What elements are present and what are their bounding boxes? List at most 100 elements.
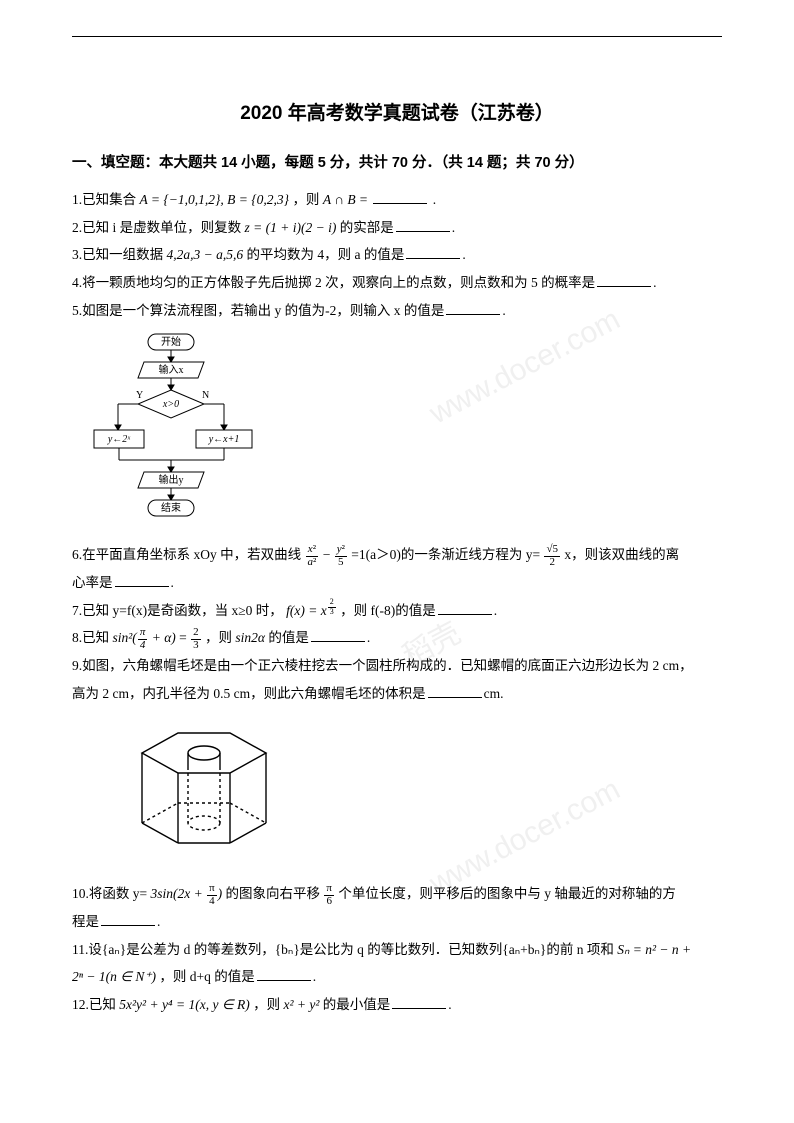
flow-left: y←2ˣ [107,434,131,445]
question-8: 8.已知 sin²(π4 + α) = 23 ，则 sin2α 的值是. [72,624,722,652]
question-11-cont: 2ⁿ − 1(n ∈ N⁺) ，则 d+q 的值是. [72,963,722,991]
q7-text-b: ，则 f(-8)的值是 [337,603,436,618]
q3-text-c: . [462,247,465,262]
q9-text-a: 9.如图，六角螺帽毛坯是由一个正六棱柱挖去一个圆柱所构成的．已知螺帽的底面正六边… [72,658,693,673]
q11-math2: 2ⁿ − 1(n ∈ N⁺) [72,969,156,984]
q5-text-a: 5.如图是一个算法流程图，若输出 y 的值为-2，则输入 x 的值是 [72,303,444,318]
question-7: 7.已知 y=f(x)是奇函数，当 x≥0 时， f(x) = x23 ，则 f… [72,597,722,625]
question-11: 11.设{aₙ}是公差为 d 的等差数列，{bₙ}是公比为 q 的等比数列．已知… [72,936,722,964]
blank [373,191,427,205]
q1-math: A = {−1,0,1,2}, B = {0,2,3} [140,192,290,207]
frac-icon: π4 [138,627,148,651]
blank [257,968,311,982]
q4-text-a: 4.将一颗质地均匀的正方体骰子先后抛掷 2 次，观察向上的点数，则点数和为 5 … [72,275,595,290]
frac-icon: 23 [328,598,336,616]
q3-text-b: 的平均数为 4，则 a 的值是 [243,247,404,262]
top-rule [72,36,722,37]
frac-icon: √52 [544,544,560,568]
frac-icon: x²a² [306,544,319,568]
question-3: 3.已知一组数据 4,2a,3 − a,5,6 的平均数为 4，则 a 的值是. [72,241,722,269]
q9-text-b: 高为 2 cm，内孔半径为 0.5 cm，则此六角螺帽毛坯的体积是 [72,686,426,701]
q3-text-a: 3.已知一组数据 [72,247,167,262]
q2-text-a: 2.已知 i 是虚数单位，则复数 [72,220,245,235]
q10-math: 3sin(2x + [151,886,207,901]
q7-text-c: . [494,603,497,618]
q1-op: A ∩ B = [323,192,368,207]
question-4: 4.将一颗质地均匀的正方体骰子先后抛掷 2 次，观察向上的点数，则点数和为 5 … [72,269,722,297]
page-title: 2020 年高考数学真题试卷（江苏卷） [72,98,722,125]
question-9-cont: 高为 2 cm，内孔半径为 0.5 cm，则此六角螺帽毛坯的体积是 cm. [72,680,722,708]
blank [311,629,365,643]
hexprism-figure [100,715,722,870]
question-12: 12.已知 5x²y² + y⁴ = 1(x, y ∈ R) ，则 x² + y… [72,991,722,1019]
q10-text-c: 个单位长度，则平移后的图象中与 y 轴最近的对称轴的方 [335,886,676,901]
q6-text-d: 心率是 [72,575,113,590]
question-1: 1.已知集合 A = {−1,0,1,2}, B = {0,2,3} ，则 A … [72,186,722,214]
q12-math1: 5x²y² + y⁴ = 1(x, y ∈ R) [119,997,249,1012]
q12-text-b: ，则 [250,997,284,1012]
q6-text-a: 6.在平面直角坐标系 xOy 中，若双曲线 [72,547,305,562]
blank [446,301,500,315]
blank [392,996,446,1010]
flow-end: 结束 [161,501,181,514]
q12-text-c: 的最小值是 [319,997,390,1012]
flow-cond: x>0 [162,399,179,410]
flow-input: 输入x [159,363,184,376]
q10-text-d: 程是 [72,914,99,929]
q5-text-b: . [502,303,505,318]
question-6: 6.在平面直角坐标系 xOy 中，若双曲线 x²a² − y²5 =1(a＞0)… [72,541,722,569]
q2-text-b: 的实部是 [336,220,393,235]
q6-text-c: x，则该双曲线的离 [561,547,679,562]
frac-icon: π6 [324,883,334,907]
blank [438,601,492,615]
flow-output: 输出y [159,473,184,486]
q11-text-b: ，则 d+q 的值是 [156,969,255,984]
blank [115,574,169,588]
blank [406,246,460,260]
question-5: 5.如图是一个算法流程图，若输出 y 的值为-2，则输入 x 的值是. [72,297,722,325]
blank [428,684,482,698]
q10-text-b: 的图象向右平移 [222,886,323,901]
q6-text-e: . [171,575,174,590]
blank [597,274,651,288]
q12-text-a: 12.已知 [72,997,119,1012]
blank [101,913,155,927]
q11-text-a: 11.设{aₙ}是公差为 d 的等差数列，{bₙ}是公比为 q 的等比数列．已知… [72,942,617,957]
q8-text-c: 的值是 [265,630,309,645]
q4-text-b: . [653,275,656,290]
frac-icon: y²5 [335,544,347,568]
question-2: 2.已知 i 是虚数单位，则复数 z = (1 + i)(2 − i) 的实部是… [72,214,722,242]
q1-text-a: 1.已知集合 [72,192,140,207]
q12-text-d: . [448,997,451,1012]
q8-math1: sin²(π4 + α) [113,630,176,645]
frac-icon: 23 [191,627,201,651]
q11-math: Sₙ = n² − n + [617,942,691,957]
q2-math: z = (1 + i)(2 − i) [245,220,337,235]
q8-text-b: ，则 [202,630,236,645]
q2-text-c: . [452,220,455,235]
question-10-cont: 程是. [72,908,722,936]
blank [396,218,450,232]
flowchart-figure: 开始 输入x x>0 Y N y←2ˣ y←x+1 [86,332,722,527]
q7-math: f(x) = x [286,603,327,618]
q11-text-c: . [313,969,316,984]
q3-math: 4,2a,3 − a,5,6 [167,247,244,262]
q1-text-b: ，则 [289,192,323,207]
frac-icon: π4 [207,883,217,907]
q8-math2: sin2α [235,630,265,645]
flow-start: 开始 [161,335,181,348]
section-header: 一、填空题：本大题共 14 小题，每题 5 分，共计 70 分．（共 14 题；… [72,151,722,172]
question-9: 9.如图，六角螺帽毛坯是由一个正六棱柱挖去一个圆柱所构成的．已知螺帽的底面正六边… [72,652,722,680]
q8-text-a: 8.已知 [72,630,113,645]
q1-text-c: . [429,192,436,207]
q6-text-b: =1(a＞0)的一条渐近线方程为 y= [348,547,544,562]
question-6-cont: 心率是. [72,569,722,597]
flow-right: y←x+1 [208,434,240,445]
q12-math2: x² + y² [283,997,319,1012]
q9-text-c: cm. [484,686,504,701]
flow-no: N [202,390,209,401]
q10-text-e: . [157,914,160,929]
q10-text-a: 10.将函数 y= [72,886,151,901]
q7-text-a: 7.已知 y=f(x)是奇函数，当 x≥0 时， [72,603,286,618]
q8-text-d: . [367,630,370,645]
